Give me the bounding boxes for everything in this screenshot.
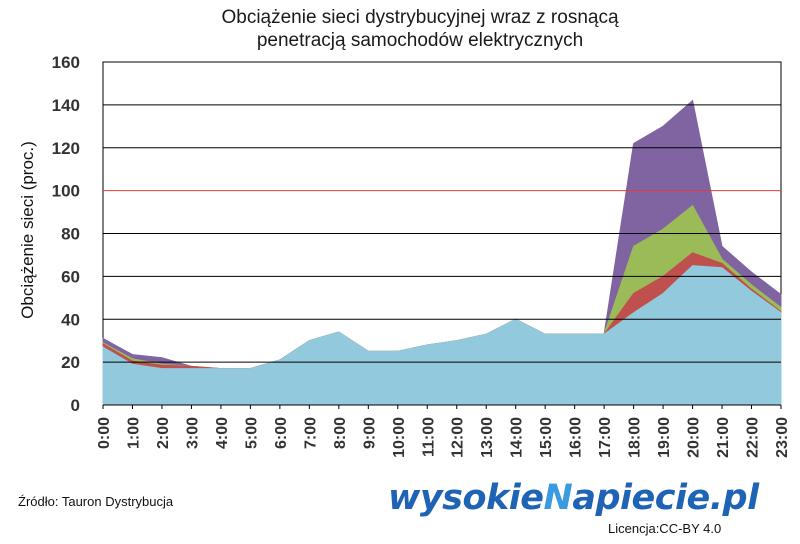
x-tick-label: 3:00	[184, 417, 201, 449]
x-tick-label: 12:00	[450, 417, 467, 458]
chart-title: Obciążenie sieci dystrybucyjnej wraz z r…	[0, 6, 800, 52]
x-tick-label: 1:00	[125, 417, 142, 449]
area-series-1	[102, 265, 782, 406]
logo-bolt: N	[543, 478, 573, 518]
x-tick-label: 10:00	[391, 417, 408, 458]
x-tick-label: 14:00	[509, 417, 526, 458]
x-axis-ticks: 0:00 1:00 2:00 3:00 4:00 5:00 6:00 7:00 8:00 9:00…	[96, 405, 791, 458]
x-tick-label: 17:00	[597, 417, 614, 458]
x-tick-label: 7:00	[302, 417, 319, 449]
y-axis-title: Obciążenie sieci (proc.)	[18, 141, 37, 319]
x-tick-label: 15:00	[538, 417, 555, 458]
y-tick-label: 60	[61, 267, 80, 286]
x-tick-label: 6:00	[273, 417, 290, 449]
site-logo: wysokieNapiecie.pl	[388, 478, 759, 518]
x-tick-label: 0:00	[96, 417, 113, 449]
x-tick-label: 11:00	[420, 417, 437, 457]
y-tick-label: 0	[71, 396, 80, 415]
y-tick-label: 140	[52, 96, 80, 115]
y-tick-label: 160	[52, 53, 80, 72]
x-tick-label: 19:00	[656, 417, 673, 458]
x-tick-label: 4:00	[214, 417, 231, 449]
x-tick-label: 9:00	[361, 417, 378, 449]
reference-lines	[103, 104, 781, 406]
x-tick-label: 13:00	[479, 417, 496, 458]
license-note: Licencja:CC-BY 4.0	[608, 521, 722, 536]
chart-title-line-1: Obciążenie sieci dystrybucyjnej wraz z r…	[221, 7, 619, 28]
x-tick-label: 18:00	[627, 417, 644, 458]
logo-text-right: apiecie.pl	[572, 478, 759, 518]
source-note: Źródło: Tauron Dystrybucja	[18, 494, 174, 509]
y-tick-label: 20	[61, 353, 80, 372]
logo-text-left: wysokie	[388, 478, 544, 518]
x-tick-label: 2:00	[155, 417, 172, 449]
stacked-areas	[102, 99, 782, 406]
y-tick-label: 40	[61, 310, 80, 329]
x-tick-label: 20:00	[686, 417, 703, 458]
chart-title-line-2: penetracją samochodów elektrycznych	[256, 30, 584, 51]
y-tick-label: 120	[52, 139, 80, 158]
y-tick-label: 80	[61, 225, 80, 244]
x-tick-label: 8:00	[332, 417, 349, 449]
y-tick-label: 100	[52, 182, 80, 201]
y-axis-ticks: 0 20 40 60 80 100 120 140 160	[52, 53, 80, 415]
x-tick-label: 16:00	[568, 417, 585, 458]
x-tick-label: 22:00	[745, 417, 762, 458]
x-tick-label: 5:00	[243, 417, 260, 449]
x-tick-label: 21:00	[715, 417, 732, 458]
x-tick-label: 23:00	[774, 417, 791, 458]
